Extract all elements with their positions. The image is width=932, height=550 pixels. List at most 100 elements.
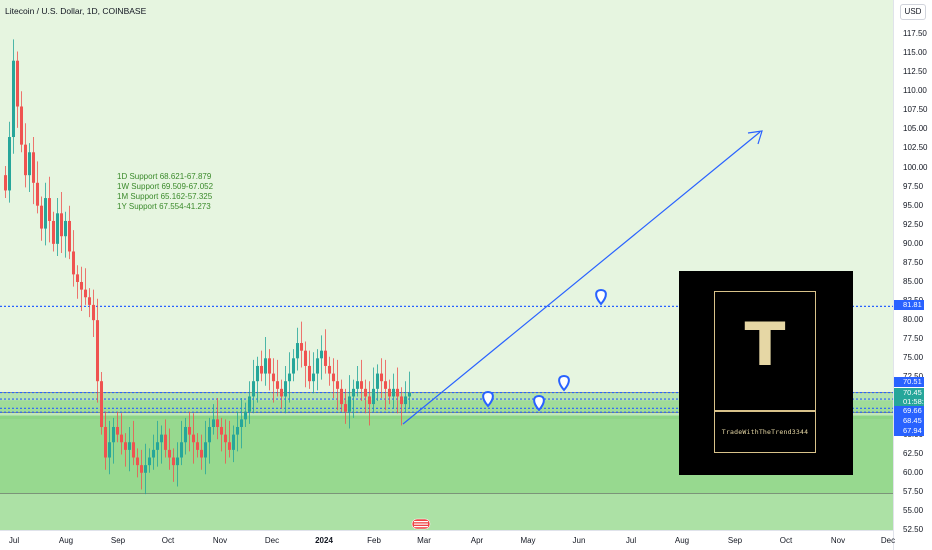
candle-body: [188, 426, 191, 435]
candle-body: [8, 137, 11, 191]
price-tick-label: 95.00: [903, 200, 924, 210]
time-tick-label: Aug: [674, 536, 690, 545]
map-pin-icon[interactable]: [595, 288, 607, 306]
candle-body: [56, 213, 59, 244]
candle-body: [24, 144, 27, 176]
candle-body: [120, 434, 123, 443]
time-tick-label: Dec: [264, 536, 280, 545]
candle-body: [324, 350, 327, 366]
candle-body: [104, 426, 107, 458]
candle-body: [252, 381, 255, 397]
candle-body: [4, 175, 7, 191]
support-zone-1w: [0, 400, 893, 419]
candle-body: [248, 396, 251, 412]
time-tick-label: Oct: [161, 536, 175, 545]
price-tag: 70.51: [894, 377, 924, 387]
time-tick-label: Sep: [727, 536, 743, 545]
candle-body: [96, 320, 99, 382]
price-tag: 01:58:24: [894, 397, 932, 407]
candle-body: [260, 365, 263, 374]
price-axis[interactable]: USD 117.50 115.00 112.50 110.00 107.50 105.00…: [893, 0, 932, 550]
price-tag: 68.45: [894, 416, 924, 426]
candle-body: [136, 457, 139, 466]
candle-body: [376, 373, 379, 389]
candle-body: [312, 373, 315, 382]
candle-body: [292, 358, 295, 374]
support-zone-1y: [0, 493, 893, 530]
promo-card: T TradeWithTheTrend3344: [679, 271, 853, 475]
candle-body: [80, 282, 83, 290]
map-pin-icon[interactable]: [482, 390, 494, 408]
price-tag: 81.81: [894, 300, 924, 310]
time-tick-label: Feb: [367, 536, 381, 545]
candle-body: [52, 220, 55, 244]
candle-body: [20, 106, 23, 145]
candle-body: [164, 434, 167, 450]
candle-body: [84, 289, 87, 298]
price-tick-label: 75.00: [903, 353, 924, 363]
price-tick-label: 77.50: [903, 334, 924, 344]
candle-body: [12, 60, 15, 138]
currency-button[interactable]: USD: [900, 4, 926, 20]
symbol-title[interactable]: Litecoin / U.S. Dollar, 1D, COINBASE: [5, 6, 147, 16]
price-tick-label: 90.00: [903, 238, 924, 248]
candle-body: [88, 297, 91, 305]
candle-body: [380, 373, 383, 382]
candle-body: [28, 152, 31, 176]
candle-body: [208, 426, 211, 443]
price-tag: 69.66: [894, 406, 924, 416]
candle-body: [364, 388, 367, 397]
time-tick-label: Dec: [880, 536, 896, 545]
promo-divider: [715, 410, 815, 412]
price-tick-label: 55.00: [903, 505, 924, 515]
trend-arrow-head: [747, 130, 763, 145]
support-label: 1M Support 65.162-57.325: [117, 192, 213, 201]
candle-body: [288, 373, 291, 382]
support-label: 1W Support 69.509-67.052: [117, 182, 214, 191]
candle-body: [284, 381, 287, 397]
time-tick-label: Sep: [110, 536, 126, 545]
time-tick-label: Nov: [212, 536, 228, 545]
candle-body: [132, 442, 135, 458]
support-label: 1D Support 68.621-67.879: [117, 172, 212, 181]
candle-body: [196, 442, 199, 450]
candle-body: [272, 373, 275, 382]
candle-body: [156, 442, 159, 450]
candle-body: [384, 381, 387, 389]
time-tick-label: Jul: [8, 536, 20, 545]
candle-body: [240, 419, 243, 427]
chart-area[interactable]: Litecoin / U.S. Dollar, 1D, COINBASE 1D …: [0, 0, 893, 530]
candle-body: [144, 465, 147, 473]
price-tick-label: 85.00: [903, 277, 924, 286]
promo-handle: TradeWithTheTrend3344: [721, 428, 809, 436]
candle-body: [76, 274, 79, 282]
candle-body: [128, 442, 131, 450]
price-tick-label: 117.50: [903, 29, 927, 38]
candle-body: [328, 365, 331, 374]
map-pin-icon[interactable]: [558, 374, 570, 392]
candle-body: [320, 350, 323, 359]
candle-body: [356, 381, 359, 389]
candle-body: [400, 396, 403, 405]
candle-body: [408, 393, 411, 397]
candle-body: [184, 426, 187, 443]
price-tick-label: 115.00: [903, 48, 927, 58]
candle-body: [48, 198, 51, 221]
candle-body: [368, 396, 371, 405]
candle-body: [152, 449, 155, 458]
candle-body: [168, 449, 171, 458]
candle-body: [140, 465, 143, 473]
flag-icon[interactable]: [411, 518, 431, 530]
candle-body: [228, 442, 231, 450]
candle-body: [200, 449, 203, 458]
candle-body: [100, 381, 103, 427]
time-axis[interactable]: Jul Aug Sep Oct Nov Dec 2024 Feb Mar Apr May Jun Jul…: [0, 530, 896, 550]
candle-body: [112, 426, 115, 443]
candle-body: [300, 343, 303, 351]
map-pin-icon[interactable]: [533, 394, 545, 412]
time-tick-label: Apr: [470, 536, 484, 545]
candle-body: [224, 434, 227, 443]
time-tick-label: May: [520, 536, 536, 545]
candle-body: [360, 381, 363, 389]
candle-body: [276, 381, 279, 389]
